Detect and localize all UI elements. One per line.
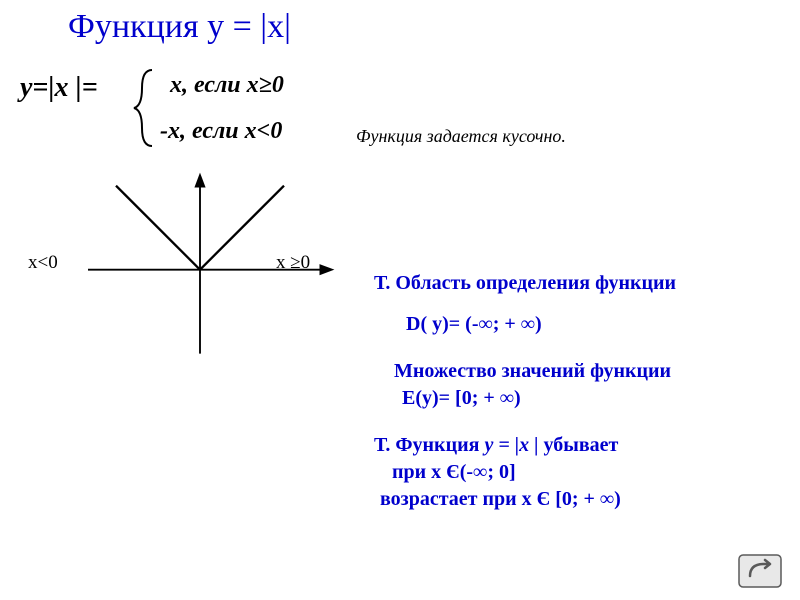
- piecewise-note: Функция задается кусочно.: [356, 126, 566, 147]
- monotonicity-line-2: при x Є(-∞; 0]: [392, 461, 784, 484]
- page-title: Функция y = |x|: [68, 8, 291, 46]
- domain-value: D( y)= (-∞; + ∞): [406, 313, 784, 336]
- domain-header: Т. Область определения функции: [374, 272, 784, 295]
- brace-icon: [132, 68, 162, 148]
- range-value: E(y)= [0; + ∞): [402, 387, 784, 410]
- piece-1: x, если x≥0: [170, 72, 284, 99]
- graph-label-x-lt-0: x<0: [28, 252, 58, 274]
- monotonicity-line-1: Т. Функция y = |x | убывает: [374, 434, 784, 457]
- mono-pre: Т. Функция: [374, 434, 484, 456]
- monotonicity-line-3: возрастает при х Є [0; + ∞): [380, 488, 784, 511]
- mono-post: убывает: [539, 434, 619, 456]
- graph-label-x-ge-0: x ≥0: [276, 252, 310, 274]
- mono-func: y = |x |: [484, 434, 538, 456]
- properties-block: Т. Область определения функции D( y)= (-…: [374, 272, 784, 515]
- piece-2: -x, если x<0: [160, 118, 282, 145]
- range-header: Множество значений функции: [394, 360, 784, 383]
- equation-lhs: y=|x |=: [20, 72, 98, 104]
- return-button[interactable]: [738, 554, 782, 588]
